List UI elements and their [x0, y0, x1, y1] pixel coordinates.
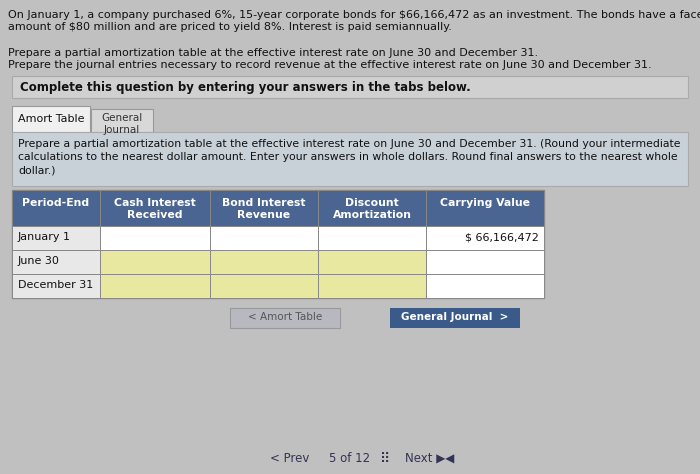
Text: December 31: December 31 [18, 280, 93, 290]
Bar [12, 274, 100, 298]
Bar [100, 274, 210, 298]
Bar [426, 190, 544, 226]
Text: Next ▶◀: Next ▶◀ [405, 452, 454, 465]
Bar [318, 190, 426, 226]
Bar [210, 190, 318, 226]
Text: ⠿: ⠿ [380, 452, 390, 466]
Text: Bond Interest
Revenue: Bond Interest Revenue [223, 198, 306, 219]
Bar [100, 190, 210, 226]
Bar [318, 274, 426, 298]
Bar [426, 274, 544, 298]
Bar [100, 226, 210, 250]
Bar [390, 308, 520, 328]
Text: Cash Interest
Received: Cash Interest Received [114, 198, 196, 219]
Text: dollar.): dollar.) [18, 165, 55, 175]
Text: Period-End: Period-End [22, 198, 90, 208]
Text: Prepare the journal entries necessary to record revenue at the effective interes: Prepare the journal entries necessary to… [8, 60, 652, 70]
Text: General
Journal: General Journal [102, 113, 143, 135]
Text: June 30: June 30 [18, 256, 60, 266]
Bar [318, 250, 426, 274]
Bar [210, 274, 318, 298]
Bar [230, 308, 340, 328]
Text: On January 1, a company purchased 6%, 15-year corporate bonds for $66,166,472 as: On January 1, a company purchased 6%, 15… [8, 10, 700, 20]
Bar [12, 132, 688, 186]
Bar [210, 250, 318, 274]
Text: < Prev: < Prev [270, 452, 309, 465]
Bar [12, 76, 688, 98]
Text: January 1: January 1 [18, 232, 71, 242]
Bar [100, 250, 210, 274]
Bar [91, 109, 153, 132]
Bar [12, 250, 100, 274]
Bar [426, 226, 544, 250]
Bar [426, 250, 544, 274]
Text: 5 of 12: 5 of 12 [330, 452, 370, 465]
Text: General Journal  >: General Journal > [401, 312, 509, 322]
Text: $ 66,166,472: $ 66,166,472 [465, 232, 539, 242]
Text: amount of $80 million and are priced to yield 8%. Interest is paid semiannually.: amount of $80 million and are priced to … [8, 22, 452, 32]
Bar [12, 226, 100, 250]
Bar [318, 226, 426, 250]
Text: calculations to the nearest dollar amount. Enter your answers in whole dollars. : calculations to the nearest dollar amoun… [18, 152, 678, 162]
Text: Prepare a partial amortization table at the effective interest rate on June 30 a: Prepare a partial amortization table at … [8, 48, 538, 58]
Bar [12, 190, 544, 298]
Text: Complete this question by entering your answers in the tabs below.: Complete this question by entering your … [20, 81, 470, 94]
Text: Carrying Value: Carrying Value [440, 198, 530, 208]
Text: Discount
Amortization: Discount Amortization [332, 198, 412, 219]
Bar [210, 226, 318, 250]
Bar [12, 106, 90, 132]
Text: Amort Table: Amort Table [18, 114, 84, 124]
Text: Prepare a partial amortization table at the effective interest rate on June 30 a: Prepare a partial amortization table at … [18, 139, 680, 149]
Bar [12, 190, 100, 226]
Text: < Amort Table: < Amort Table [248, 312, 322, 322]
